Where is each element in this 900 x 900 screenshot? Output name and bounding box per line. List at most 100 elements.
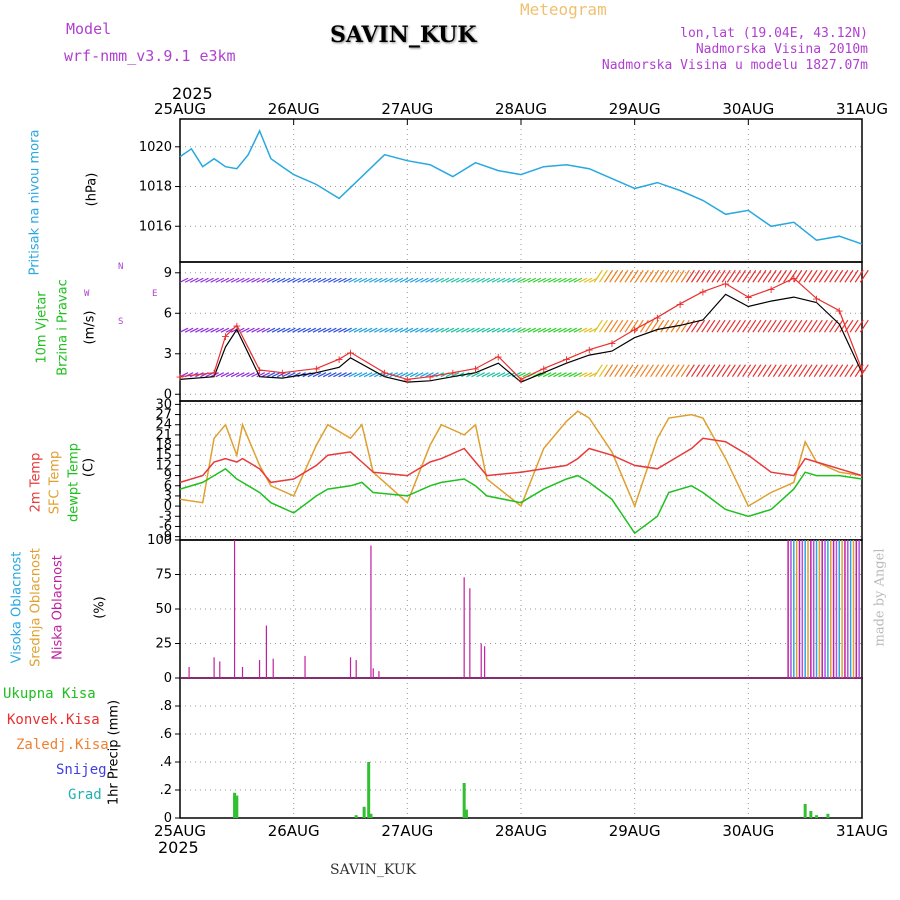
wind-barb [215,327,225,333]
wind-barb [639,319,649,333]
wind-barb [537,372,547,378]
panel-frame-pressure [179,118,863,263]
wind-barb [363,277,373,283]
wind-barb [777,269,787,283]
wind-barb [409,327,419,333]
wind-barb [568,327,578,333]
wind-barb [803,269,813,283]
x-tick-label-bottom: 29AUG [609,822,661,840]
wind-barb [384,327,393,333]
wind-barb [655,269,665,283]
wind-barb [757,319,767,333]
wind-barb [507,327,516,333]
wind-barb [726,364,736,378]
wind-barb [563,327,572,333]
wind-barb [220,327,230,333]
wind-barb [675,364,685,378]
wind-barb [205,327,214,333]
wind-barb [849,269,859,283]
x-tick-label-bottom: 26AUG [268,822,320,840]
wind-barb [399,277,409,283]
wind-barb [322,372,332,378]
y-tick-label: 0 [164,499,172,514]
wind-barb [752,319,762,333]
wind-barb [798,319,808,333]
wind-barb [803,364,813,378]
wind-barb [839,319,849,333]
wind-barb [287,372,296,378]
wind-barb [834,364,844,378]
x-tick-label-top: 29AUG [609,100,661,118]
wind-barb [527,327,537,333]
year-top: 2025 [172,84,213,103]
wind-barb [685,364,695,378]
wind-barb [322,327,332,333]
wind-barb [772,364,782,378]
wind-barb [455,277,465,283]
wind-barb [287,327,296,333]
wind-barb [583,372,593,378]
wind-barb [767,364,777,378]
wind-barb [680,319,690,333]
wind-barb [639,269,649,283]
y-tick-label: 3 [164,489,172,504]
wind-barb [568,372,578,378]
y-tick-label: 12 [155,458,172,473]
wind-barb [450,277,460,283]
gust-marker: + [539,363,548,376]
y-tick-label: 18 [155,438,172,453]
wind-barb [844,269,854,283]
precip-bar [826,813,830,818]
gust-marker: + [471,363,480,376]
wind-barb [818,319,828,333]
wind-barb [772,269,782,283]
wind-barb [425,372,434,378]
wind-barb [230,327,240,333]
wind-barb [328,327,337,333]
wind-barb [256,327,265,333]
wind-barb [184,277,194,283]
wind-barb [363,327,373,333]
x-tick-label-top: 31AUG [836,100,888,118]
y-tick-label: .4 [160,755,172,770]
wind-barb [230,372,240,378]
wind-barb [665,319,675,333]
gust-marker: + [676,298,685,311]
y-tick-label: .6 [160,727,172,742]
wind-barb [537,327,547,333]
precip-grad-label: Grad [68,787,102,803]
y-tick-label: 0 [164,671,172,686]
wind-barb [573,327,583,333]
wind-barb [358,277,368,283]
wind-barb [358,327,368,333]
wind-barb [368,327,378,333]
wind-barb [583,277,593,283]
wind-barb [777,364,787,378]
wind-barb [292,327,301,333]
wind-barb [297,327,306,333]
precip-bar [354,815,358,818]
wind-barb [568,277,578,283]
y-tick-label: -3 [159,509,172,524]
wind-barb [563,372,572,378]
wind-barb [246,327,255,333]
wind-barb [798,364,808,378]
wind-barb [399,372,409,378]
wind-barb [680,269,690,283]
wind-barb [696,319,706,333]
wind-barb [793,364,803,378]
wind-barb [466,327,475,333]
wind-barb [548,372,557,378]
x-tick-label-top: 30AUG [722,100,774,118]
wind-barb [644,319,654,333]
wind-barb [767,269,777,283]
wind-barb [823,269,833,283]
wind-barb [737,364,747,378]
wind-barb [731,269,741,283]
wind-barb [747,319,757,333]
wind-barb [583,327,593,333]
wind-barb [598,319,608,333]
wind-barb [235,277,245,283]
precip-bar [233,792,237,818]
y-tick-label: 30 [155,397,172,412]
